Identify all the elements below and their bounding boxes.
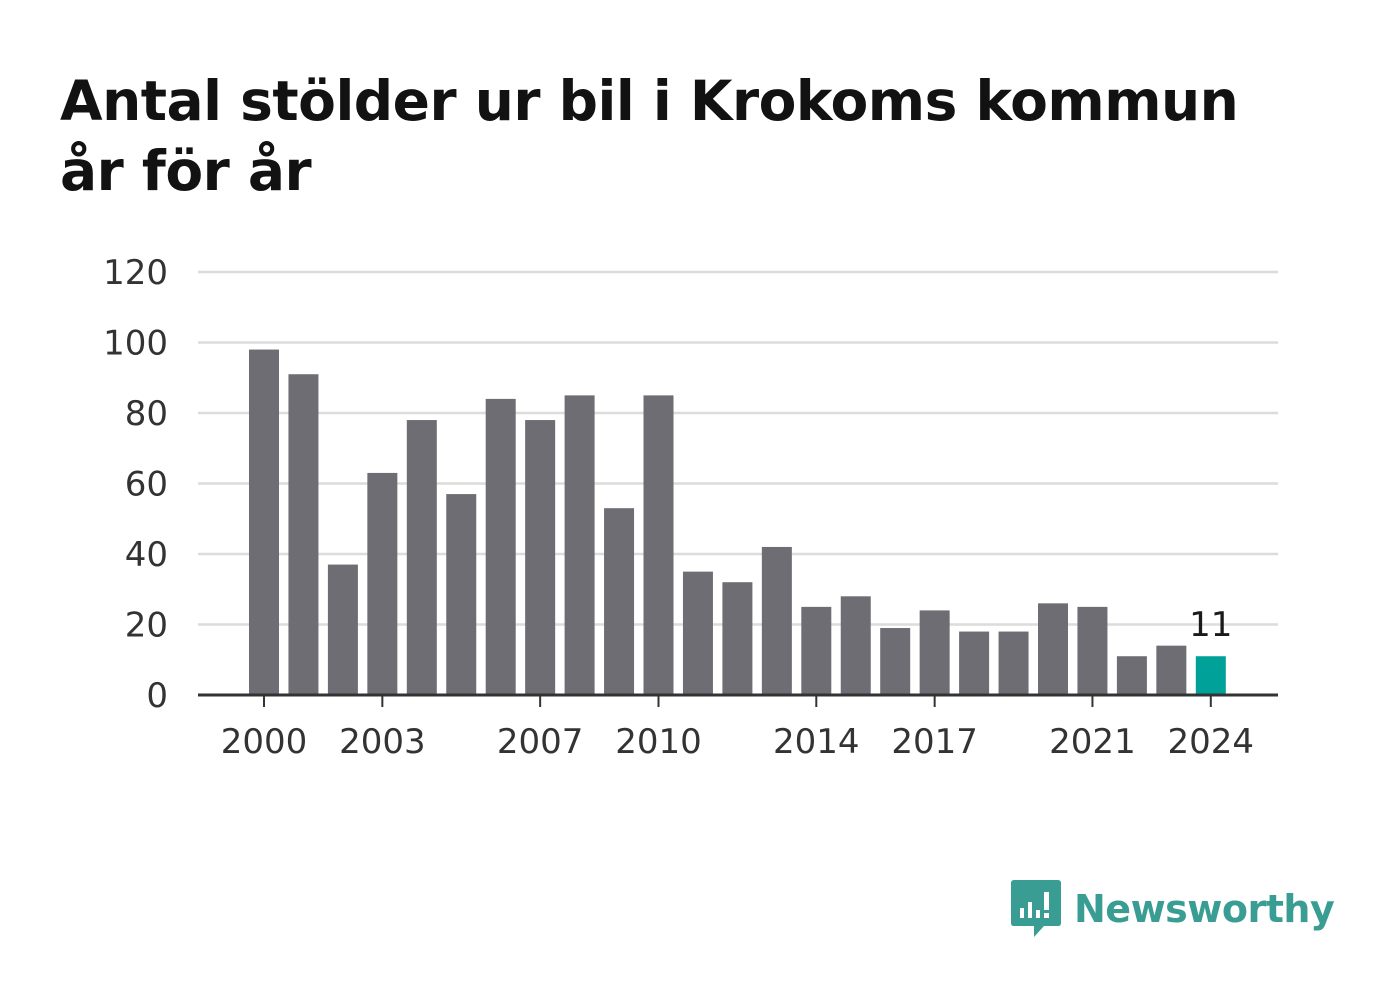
bar-2004 [406, 420, 437, 695]
bar-2007 [525, 420, 556, 695]
bar-2023 [1156, 645, 1187, 695]
bar-2010 [643, 395, 674, 695]
x-tick-label: 2000 [221, 722, 308, 762]
y-tick-label: 40 [125, 535, 168, 575]
x-tick-label: 2003 [339, 722, 426, 762]
bar-2017 [919, 610, 950, 695]
bar-2013 [761, 546, 792, 695]
x-tick-label: 2024 [1168, 722, 1255, 762]
bar-2006 [485, 398, 516, 695]
bar-2016 [880, 628, 911, 695]
x-tick-label: 2014 [773, 722, 860, 762]
x-tick-label: 2007 [497, 722, 584, 762]
newsworthy-logo-text: Newsworthy [1074, 887, 1335, 931]
y-tick-label: 20 [125, 606, 168, 646]
bar-value-label: 11 [1189, 605, 1232, 645]
bar-2000 [249, 349, 279, 695]
chart-title: Antal stölder ur bil i Krokoms kommun år… [60, 69, 1239, 203]
bar-2015 [840, 596, 871, 695]
bar-2009 [604, 508, 635, 695]
bar-2014 [801, 606, 832, 695]
bar-2024 [1195, 656, 1226, 695]
x-tick-label: 2010 [615, 722, 702, 762]
bar-2001 [288, 374, 319, 695]
x-tick-label: 2017 [891, 722, 978, 762]
y-tick-label: 0 [146, 676, 168, 716]
y-tick-label: 80 [125, 394, 168, 434]
bar-2018 [959, 631, 990, 695]
x-axis [198, 693, 1278, 707]
bars [249, 349, 1226, 695]
newsworthy-logo: Newsworthy [1010, 878, 1335, 940]
y-tick-label: 60 [125, 465, 168, 505]
newsworthy-logo-icon [1011, 880, 1061, 937]
bar-2002 [327, 564, 358, 695]
bar-2008 [564, 395, 595, 695]
grid-lines [198, 270, 1278, 626]
bar-2012 [722, 582, 753, 695]
bar-2022 [1116, 656, 1147, 695]
bar-2019 [998, 631, 1029, 695]
tick-labels: 0 20 40 60 80 100 120 11 2000 2003 2007 2010 2014 201… [103, 253, 1254, 762]
y-tick-label: 100 [103, 324, 168, 364]
bar-2021 [1077, 606, 1108, 695]
bar-2003 [367, 472, 398, 695]
bar-2011 [682, 571, 713, 695]
bar-2005 [446, 494, 477, 695]
y-tick-label: 120 [103, 253, 168, 293]
x-tick-label: 2021 [1049, 722, 1136, 762]
bar-2020 [1038, 603, 1068, 695]
